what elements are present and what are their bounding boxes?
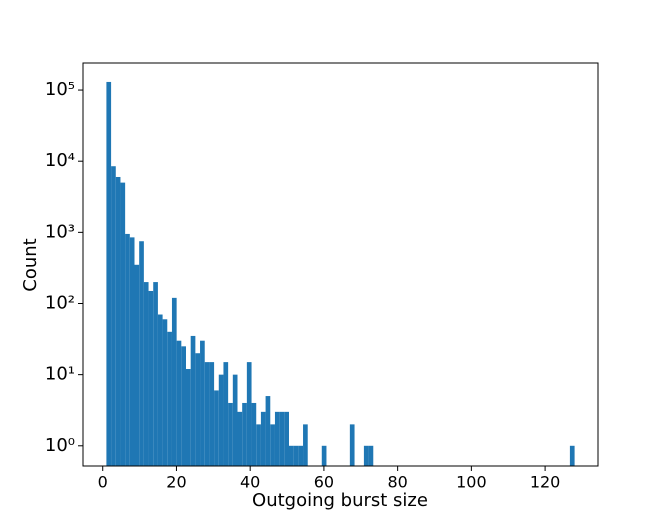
- axes-frame: [82, 62, 599, 467]
- bar: [368, 445, 374, 466]
- x-axis-label: Outgoing burst size: [252, 490, 428, 511]
- bar: [195, 353, 201, 466]
- bar: [176, 340, 182, 466]
- bar: [363, 445, 369, 466]
- bar: [246, 362, 252, 466]
- bar: [190, 335, 196, 466]
- y-tick-label: 10³: [45, 221, 75, 242]
- x-tick-label: 40: [240, 473, 260, 492]
- bar: [186, 369, 191, 466]
- bar: [181, 346, 186, 466]
- bar: [251, 402, 257, 466]
- bar: [209, 362, 215, 466]
- bar: [298, 445, 304, 466]
- x-tick-label: 100: [456, 473, 487, 492]
- bar: [106, 81, 112, 466]
- bar: [228, 402, 233, 466]
- bar: [274, 411, 280, 466]
- bar: [200, 340, 205, 466]
- bar: [214, 390, 219, 466]
- bar: [237, 411, 243, 466]
- bar: [115, 176, 121, 466]
- bar: [270, 424, 275, 466]
- x-tick-label: 60: [314, 473, 334, 492]
- bar: [153, 282, 158, 466]
- bar: [321, 445, 327, 466]
- y-tick-label: 10⁰: [45, 435, 75, 456]
- bar: [260, 411, 266, 466]
- x-tick-label: 20: [166, 473, 186, 492]
- bar: [265, 396, 271, 466]
- bar: [162, 319, 168, 466]
- bar: [256, 424, 261, 466]
- bar: [129, 237, 135, 466]
- y-tick-label: 10⁵: [45, 79, 75, 100]
- bar: [284, 411, 289, 466]
- bar: [223, 362, 229, 466]
- bar: [242, 402, 247, 466]
- bar: [279, 411, 285, 466]
- y-tick-label: 10¹: [45, 364, 75, 385]
- x-tick-label: 120: [530, 473, 561, 492]
- bar: [289, 445, 294, 466]
- bar: [111, 166, 116, 466]
- bar: [349, 424, 355, 466]
- bar: [134, 264, 140, 466]
- bar: [232, 374, 238, 466]
- y-tick-label: 10²: [45, 292, 75, 313]
- bar: [139, 241, 144, 466]
- x-tick-label: 0: [98, 473, 108, 492]
- bar: [204, 362, 210, 466]
- bar: [171, 297, 177, 466]
- bar: [157, 314, 163, 466]
- bar: [143, 282, 149, 466]
- bar: [293, 445, 299, 466]
- bar: [569, 445, 575, 466]
- bar: [218, 374, 224, 466]
- bar: [120, 182, 126, 466]
- x-tick-label: 80: [387, 473, 407, 492]
- bar: [125, 233, 130, 466]
- bar: [303, 424, 308, 466]
- y-axis-label: Count: [20, 238, 41, 291]
- bar: [148, 290, 154, 466]
- bar: [167, 331, 172, 466]
- y-tick-label: 10⁴: [45, 150, 75, 171]
